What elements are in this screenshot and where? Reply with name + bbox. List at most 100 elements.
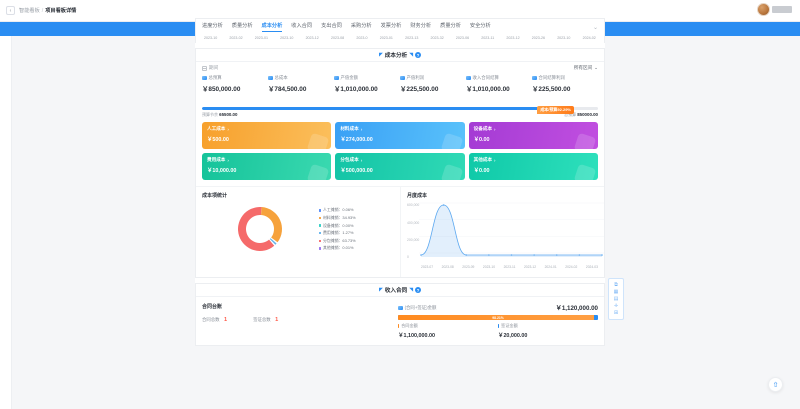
amount-bar: 98.21% [398, 315, 598, 320]
add-icon[interactable]: ✛ [613, 303, 619, 310]
back-button[interactable]: ‹ [6, 6, 15, 15]
period-filter-row: 期间 所有区间 ⌄ [196, 62, 604, 74]
donut-slice-5 [261, 207, 263, 216]
breadcrumb: 智能看板 / 项目看板详情 [19, 7, 76, 15]
budget-progress: 成本/预算92.29% 预算节余 65500.00 总预算 850000.00 [196, 106, 604, 122]
x-tick-5: 2023-12 [523, 265, 537, 270]
metric-3-icon [400, 75, 405, 81]
tab-0[interactable]: 进度分析 [202, 23, 223, 29]
chevron-right-icon[interactable]: › [360, 126, 363, 132]
metric-1-value: ￥784,500.00 [268, 86, 307, 93]
progress-left-label: 预算节余 [202, 112, 218, 118]
legend-item-1[interactable]: 材料摊销：34.93% [319, 215, 394, 221]
y-tick-3: 0 [407, 255, 409, 260]
stat-contract-count: 合同总数 1 [202, 317, 227, 323]
revenue-card-title: 收入合同 [384, 288, 408, 295]
user-area[interactable] [757, 3, 792, 16]
breadcrumb-root[interactable]: 智能看板 [19, 8, 40, 14]
chevron-right-icon[interactable]: › [494, 157, 496, 163]
chart-icon[interactable]: ⊞ [613, 310, 619, 317]
legend-item-2[interactable]: 设备摊销：0.00% [319, 223, 394, 229]
tab-3[interactable]: 收入合同 [291, 23, 313, 29]
legend-item-4[interactable]: 分包摊销：63.73% [319, 238, 394, 244]
note-icon[interactable]: ▤ [613, 295, 619, 302]
data-point-1 [442, 204, 445, 207]
month-left-1: 2023-10 [204, 36, 218, 40]
kpi-card-4[interactable]: 分包成本 › ￥500,000.00 [335, 153, 465, 181]
x-tick-6: 2024-01 [544, 265, 557, 270]
legend-item-0[interactable]: 人工摊销：0.06% [319, 207, 394, 213]
legend-dot-0 [319, 209, 322, 212]
kpi-card-5[interactable]: 其他成本 › ￥0.00 [468, 153, 598, 181]
chevron-right-icon[interactable]: › [227, 126, 229, 132]
tab-4[interactable]: 支出合同 [321, 23, 342, 29]
help-icon[interactable]: ? [415, 52, 422, 58]
kpi-card-0[interactable]: 人工成本 › ￥500.00 [202, 122, 332, 150]
center-column: 进度分析 质量分析 成本分析 收入合同 支出合同 采购分析 发票分析 财务分析 质量分析 安全分析… [195, 18, 605, 346]
period-filter[interactable]: 期间 [202, 65, 218, 71]
chevron-right-icon[interactable]: › [494, 126, 496, 132]
amount-bar-percent: 98.21% [492, 315, 504, 320]
legend-contract-amount: 合同金额 ￥1,100,000.00 [398, 323, 498, 339]
help-icon-2[interactable]: ? [415, 287, 422, 294]
metric-0-icon [202, 75, 207, 81]
tab-5[interactable]: 采购分析 [350, 23, 372, 29]
metric-2: 产值金额 ￥1,010,000.00 [334, 75, 400, 93]
legend-text-1: 材料摊销：34.93% [322, 215, 356, 220]
tab-6[interactable]: 发票分析 [380, 23, 402, 29]
progress-right-value: 850000.00 [577, 112, 598, 118]
chevron-right-icon[interactable]: › [360, 157, 363, 163]
tabs-expand-icon[interactable]: ⌄ [592, 24, 598, 31]
legend-contract-amount-label: 合同金额 [401, 322, 418, 328]
legend-dot-2 [319, 224, 322, 227]
back-to-top-button[interactable]: ⇧ [768, 377, 783, 392]
range-select[interactable]: 所有区间 ⌄ [574, 65, 598, 71]
kpi-2-value: ￥0.00 [473, 137, 490, 144]
user-name-placeholder [772, 6, 792, 13]
metric-0-value: ￥850,000.00 [202, 86, 241, 93]
tab-1[interactable]: 质量分析 [231, 23, 253, 29]
metric-1-icon [268, 75, 273, 81]
month-right-8: 2024-02 [582, 36, 596, 40]
legend-item-5[interactable]: 其他摊销：0.01% [319, 245, 394, 251]
tab-list: 进度分析 质量分析 成本分析 收入合同 支出合同 采购分析 发票分析 财务分析 质量分析 安全分析 [202, 22, 593, 32]
tab-2[interactable]: 成本分析 [261, 22, 282, 32]
chevron-right-icon[interactable]: › [227, 157, 229, 163]
progress-track [202, 107, 598, 111]
legend-visa-amount-label-wrap: 签证金额 [498, 323, 598, 329]
metric-4-value: ￥1,010,000.00 [466, 86, 510, 93]
share-icon[interactable]: ⧉ [614, 281, 618, 288]
avatar[interactable] [757, 3, 770, 16]
chevron-down-icon: ⌄ [594, 65, 598, 70]
kpi-5-label-wrap: 其他成本 › [474, 157, 593, 163]
cost-breakdown-title: 成本项统计 [202, 193, 228, 200]
kpi-card-1[interactable]: 材料成本 › ￥274,000.00 [335, 122, 465, 150]
tab-8[interactable]: 质量分析 [440, 23, 461, 29]
metrics-row: 总预算 ￥850,000.00 总成本 ￥784,500.00 产值金额 ￥1,010,0… [196, 74, 604, 99]
metric-1-label-wrap: 总成本 [268, 75, 334, 81]
y-tick-0: 600,000 [407, 203, 420, 208]
tab-9[interactable]: 安全分析 [469, 23, 491, 29]
legend-contract-amount-label-wrap: 合同金额 [398, 323, 498, 329]
kpi-card-2[interactable]: 设备成本 › ￥0.00 [468, 122, 598, 150]
pin-icon-2[interactable]: ◥ [409, 287, 414, 294]
monthly-cost-chart: 月度成本 600,000 400,000 200,000 0 2023-07 2023-… [400, 187, 604, 278]
progress-badge: 成本/预算92.29% [537, 106, 574, 115]
kpi-2-label: 设备成本 [473, 126, 493, 132]
progress-right: 总预算 850000.00 [564, 112, 598, 118]
legend-text-5: 其他摊销：0.01% [322, 245, 354, 251]
side-tool-rail[interactable]: ⧉ ▦ ▤ ✛ ⊞ [608, 278, 624, 320]
breadcrumb-separator: / [41, 7, 44, 14]
legend-dot-4 [319, 239, 322, 242]
metric-5-label: 合同结算利润 [538, 75, 565, 80]
legend-visa-amount: 签证金额 ￥20,000.00 [498, 323, 598, 339]
month-left-2: 2023-02 [229, 36, 243, 40]
pin-icon[interactable]: ◥ [409, 52, 414, 58]
data-point-7 [578, 254, 581, 257]
qrcode-icon[interactable]: ▦ [613, 288, 619, 295]
legend-item-3[interactable]: 费用摊销：1.27% [319, 230, 394, 236]
legend-dot-3 [319, 231, 322, 235]
metric-2-icon [334, 75, 339, 81]
kpi-card-3[interactable]: 费用成本 › ￥10,000.00 [202, 153, 332, 181]
tab-7[interactable]: 财务分析 [410, 23, 432, 29]
